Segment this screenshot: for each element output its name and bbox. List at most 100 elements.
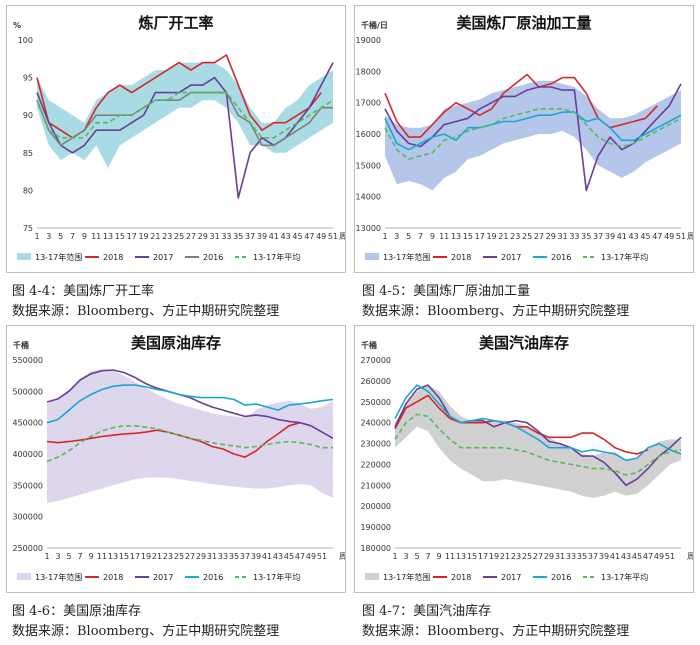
x-tick-label: 11 [439, 232, 449, 241]
series-line-2018 [384, 73, 658, 138]
x-tick-label: 3 [403, 552, 408, 561]
x-tick-label: 49 [654, 552, 664, 561]
y-unit-label: 千桶 [13, 340, 29, 350]
x-tick-label: 43 [621, 552, 631, 561]
series-line-2018 [394, 394, 649, 455]
legend-item: 2018 [85, 253, 123, 262]
legend-item: 2017 [135, 253, 173, 262]
y-tick-label: 15000 [356, 161, 381, 170]
chart-refinery-crude-runs: 美国炼厂原油加工量 千桶/日 13000 14000 15000 16000 17000 18… [356, 14, 693, 262]
x-tick-label: 31 [555, 552, 565, 561]
figure-caption-4-7: 图 4-7：美国汽油库存 [362, 604, 492, 619]
legend-item: 13-17年平均 [235, 572, 300, 582]
legend-label: 2016 [551, 253, 571, 262]
y-tick-label: 300000 [12, 513, 43, 522]
figure-source-4-5: 数据来源：Bloomberg、方正中期研究院整理 [362, 304, 630, 319]
x-tick-label: 25 [522, 552, 532, 561]
x-tick-label: 19 [486, 232, 496, 241]
series-line-2016 [384, 111, 682, 151]
x-tick-label: 3 [394, 232, 399, 241]
series-line-13-17年平均 [384, 108, 682, 160]
x-tick-label: 45 [640, 232, 650, 241]
series-line-13-17年平均 [394, 413, 682, 476]
x-tick-label: 13 [456, 552, 466, 561]
x-tick-label: 15 [467, 552, 477, 561]
x-tick-label: 39 [599, 552, 609, 561]
chart-title: 美国汽油库存 [479, 334, 569, 352]
range-band [385, 80, 681, 191]
x-tick-label: 1 [392, 552, 397, 561]
legend-label: 2018 [451, 573, 471, 582]
x-tick-label: 7 [70, 232, 75, 241]
x-tick-label: 35 [229, 552, 239, 561]
y-unit-label: 千桶 [361, 340, 377, 350]
x-tick-label: 29 [196, 552, 206, 561]
x-tick-label: 29 [546, 232, 556, 241]
x-tick-label: 43 [273, 552, 283, 561]
x-tick-label: 17 [130, 552, 140, 561]
x-tick-label: 51 [317, 552, 327, 561]
y-tick-label: 95 [23, 74, 33, 83]
x-tick-label: 5 [414, 552, 419, 561]
legend-label: 13-17年范围 [35, 252, 82, 262]
range-band [47, 369, 333, 503]
x-tick-label: 51 [676, 232, 686, 241]
series-line-13-17年平均 [46, 425, 333, 463]
x-tick-label: 7 [425, 552, 430, 561]
chart-panel-refinery-crude-runs: 美国炼厂原油加工量 千桶/日 13000 14000 15000 16000 17000 18… [354, 5, 694, 273]
legend-label: 2018 [451, 253, 471, 262]
y-tick-label: 230000 [360, 440, 391, 449]
chart-panel-gasoline-inventory: 美国汽油库存 千桶 180000 190000 200000 210000 220000 23… [354, 325, 694, 593]
x-axis-label: 周 [687, 552, 693, 561]
legend-label: 2016 [203, 253, 223, 262]
legend-label: 2018 [103, 573, 123, 582]
x-tick-label: 19 [489, 552, 499, 561]
x-tick-label: 29 [544, 552, 554, 561]
legend-item: 13-17年范围 [365, 572, 430, 582]
series-line-2017 [394, 384, 682, 487]
y-tick-label: 270000 [360, 356, 391, 365]
x-tick-label: 3 [46, 232, 51, 241]
x-tick-label: 41 [262, 552, 272, 561]
x-tick-label: 31 [210, 232, 220, 241]
x-tick-label: 21 [152, 552, 162, 561]
x-tick-label: 7 [77, 552, 82, 561]
x-tick-label: 37 [245, 232, 255, 241]
x-tick-label: 39 [605, 232, 615, 241]
x-tick-label: 27 [534, 232, 544, 241]
legend-item: 13-17年范围 [365, 252, 430, 262]
x-tick-label: 51 [328, 232, 338, 241]
y-unit-label: % [13, 21, 21, 30]
legend-label: 2018 [103, 253, 123, 262]
y-tick-label: 17000 [356, 99, 381, 108]
x-tick-label: 27 [533, 552, 543, 561]
y-tick-label: 350000 [12, 481, 43, 490]
chart-crude-inventory: 美国原油库存 千桶 250000 300000 350000 400000 450000 50… [12, 334, 345, 582]
x-tick-label: 23 [510, 232, 520, 241]
y-tick-label: 500000 [12, 387, 43, 396]
y-tick-label: 14000 [356, 193, 381, 202]
legend-swatch-range [365, 253, 379, 260]
legend-item: 2018 [85, 573, 123, 582]
legend-item: 13-17年范围 [17, 572, 82, 582]
x-tick-label: 33 [221, 232, 231, 241]
x-tick-label: 33 [218, 552, 228, 561]
legend-label: 13-17年平均 [253, 572, 300, 582]
x-tick-label: 25 [522, 232, 532, 241]
y-tick-label: 250000 [12, 544, 43, 553]
x-tick-label: 17 [475, 232, 485, 241]
x-tick-label: 39 [251, 552, 261, 561]
x-tick-label: 13 [108, 552, 118, 561]
y-tick-label: 210000 [360, 481, 391, 490]
x-tick-label: 1 [34, 232, 39, 241]
chart-title: 美国炼厂原油加工量 [456, 14, 591, 32]
chart-panel-crude-inventory: 美国原油库存 千桶 250000 300000 350000 400000 450000 50… [6, 325, 346, 593]
x-tick-label: 15 [119, 552, 129, 561]
chart-title: 炼厂开工率 [138, 14, 213, 32]
x-tick-label: 23 [163, 552, 173, 561]
x-tick-label: 45 [632, 552, 642, 561]
x-tick-label: 37 [240, 552, 250, 561]
chart-gasoline-inventory: 美国汽油库存 千桶 180000 190000 200000 210000 220000 23… [360, 334, 693, 582]
